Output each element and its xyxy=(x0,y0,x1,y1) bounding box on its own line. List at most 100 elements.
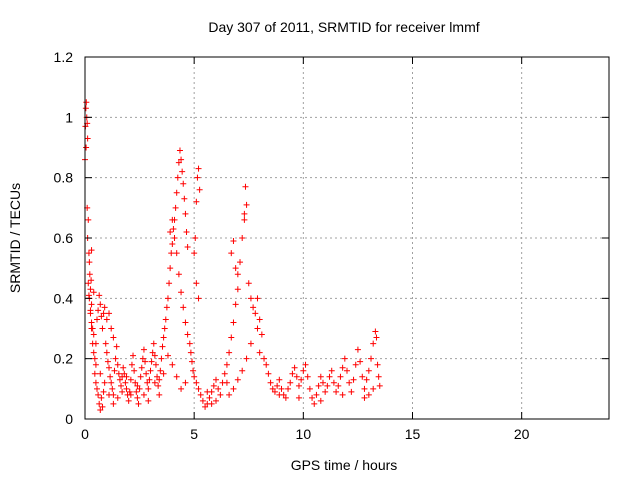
data-point xyxy=(114,361,121,368)
data-point xyxy=(152,361,159,368)
data-point xyxy=(88,301,95,308)
data-point xyxy=(252,310,259,317)
data-point xyxy=(375,373,382,380)
data-point xyxy=(110,334,117,341)
data-point xyxy=(315,382,322,389)
axis-ticks xyxy=(84,56,609,420)
data-point xyxy=(99,325,106,332)
data-point xyxy=(156,376,163,383)
data-point xyxy=(319,379,326,386)
y-tick-label: 1.2 xyxy=(54,49,74,65)
data-point xyxy=(289,370,296,377)
data-point xyxy=(168,250,175,257)
data-point xyxy=(87,286,94,293)
data-point xyxy=(138,364,145,371)
data-point xyxy=(122,379,129,386)
data-point xyxy=(183,228,190,235)
data-point xyxy=(160,370,167,377)
data-point xyxy=(116,376,123,383)
data-point xyxy=(92,379,99,386)
data-point xyxy=(178,289,185,296)
data-point xyxy=(230,385,237,392)
data-point xyxy=(111,367,118,374)
data-point xyxy=(135,400,142,407)
data-point xyxy=(108,379,115,386)
data-point xyxy=(267,379,274,386)
data-point xyxy=(106,310,113,317)
data-point xyxy=(352,361,359,368)
data-point xyxy=(113,343,120,350)
data-point xyxy=(330,379,337,386)
data-point xyxy=(188,358,195,365)
data-point xyxy=(250,304,257,311)
data-point xyxy=(241,210,248,217)
data-point xyxy=(157,367,164,374)
data-point xyxy=(140,346,147,353)
data-point xyxy=(232,265,239,272)
data-point xyxy=(191,373,198,380)
data-point xyxy=(97,406,104,413)
data-point xyxy=(193,280,200,287)
data-point xyxy=(182,379,189,386)
data-point xyxy=(169,216,176,223)
data-point xyxy=(158,355,165,362)
data-point xyxy=(91,355,98,362)
data-point xyxy=(151,352,158,359)
data-point xyxy=(202,403,209,410)
data-point xyxy=(171,235,178,241)
data-point xyxy=(339,391,346,398)
data-point xyxy=(178,385,185,392)
data-point xyxy=(91,370,98,377)
data-point xyxy=(226,391,233,398)
data-point xyxy=(180,180,187,187)
data-point xyxy=(328,367,335,374)
data-point xyxy=(192,235,199,241)
data-point xyxy=(193,198,200,205)
y-tick-label: 0.6 xyxy=(54,230,74,246)
x-tick-label: 10 xyxy=(296,426,312,442)
data-point xyxy=(163,304,170,311)
data-point xyxy=(88,325,95,332)
data-point xyxy=(309,394,316,401)
data-point xyxy=(148,358,155,365)
data-point xyxy=(126,388,133,395)
data-point xyxy=(243,355,250,362)
data-point xyxy=(82,105,89,112)
data-point xyxy=(204,388,211,395)
data-point xyxy=(144,379,151,386)
data-point xyxy=(142,358,149,365)
data-point xyxy=(261,355,268,362)
data-point xyxy=(234,286,241,293)
data-point xyxy=(254,325,261,332)
data-point xyxy=(350,376,357,383)
data-point xyxy=(232,301,239,308)
data-point xyxy=(339,364,346,371)
data-point xyxy=(90,331,97,338)
data-point xyxy=(195,295,202,302)
data-point xyxy=(376,382,383,389)
data-point xyxy=(311,400,318,407)
data-point xyxy=(173,373,180,380)
data-point xyxy=(145,397,152,404)
data-point xyxy=(193,379,200,386)
data-point xyxy=(121,370,128,377)
data-point xyxy=(243,201,250,208)
data-point xyxy=(164,295,171,302)
data-point xyxy=(118,382,125,389)
data-point xyxy=(96,400,103,407)
data-point xyxy=(156,391,163,398)
data-point xyxy=(228,334,235,341)
data-point xyxy=(139,355,146,362)
data-point xyxy=(234,376,241,383)
data-point xyxy=(179,168,186,175)
data-point xyxy=(372,328,379,335)
data-point xyxy=(83,144,90,151)
data-point xyxy=(95,391,102,398)
data-point xyxy=(374,361,381,368)
data-point xyxy=(370,340,377,347)
y-tick-label: 0.4 xyxy=(54,290,74,306)
data-point xyxy=(92,361,99,368)
data-point xyxy=(88,319,95,326)
data-point xyxy=(256,349,263,356)
data-point xyxy=(180,304,187,311)
